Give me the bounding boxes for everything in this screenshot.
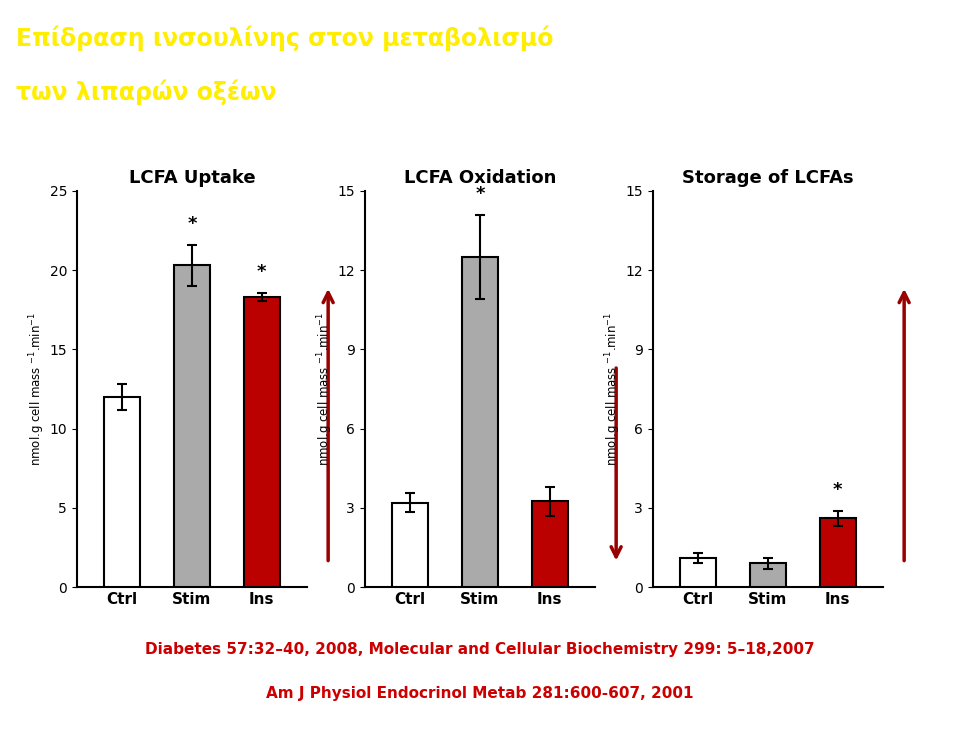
Title: LCFA Oxidation: LCFA Oxidation — [404, 169, 556, 186]
Text: *: * — [257, 264, 267, 281]
Text: *: * — [833, 482, 843, 499]
Title: Storage of LCFAs: Storage of LCFAs — [683, 169, 853, 186]
Text: *: * — [475, 185, 485, 203]
Bar — [244, 297, 280, 587]
Y-axis label: nmol.g cell mass $^{-1}$.min$^{-1}$: nmol.g cell mass $^{-1}$.min$^{-1}$ — [603, 312, 623, 466]
Text: Diabetes 57:32–40, 2008, Molecular and Cellular Biochemistry 299: 5–18,2007: Diabetes 57:32–40, 2008, Molecular and C… — [145, 642, 815, 657]
Bar — [680, 558, 716, 587]
Title: LCFA Uptake: LCFA Uptake — [129, 169, 255, 186]
Bar — [750, 564, 786, 587]
Y-axis label: nmol.g cell mass $^{-1}$.min$^{-1}$: nmol.g cell mass $^{-1}$.min$^{-1}$ — [27, 312, 47, 466]
Text: των λιπαρών οξέων: των λιπαρών οξέων — [15, 80, 276, 105]
Text: Επίδραση ινσουλίνης στον μεταβολισμό: Επίδραση ινσουλίνης στον μεταβολισμό — [15, 25, 553, 51]
Bar — [104, 397, 140, 587]
Text: *: * — [187, 215, 197, 233]
Bar — [392, 503, 428, 587]
Y-axis label: nmol.g cell mass $^{-1}$.min$^{-1}$: nmol.g cell mass $^{-1}$.min$^{-1}$ — [315, 312, 335, 466]
Text: Am J Physiol Endocrinol Metab 281:600-607, 2001: Am J Physiol Endocrinol Metab 281:600-60… — [266, 686, 694, 701]
Bar — [820, 518, 856, 587]
Bar — [532, 501, 568, 587]
Bar — [462, 257, 498, 587]
Bar — [174, 266, 210, 587]
